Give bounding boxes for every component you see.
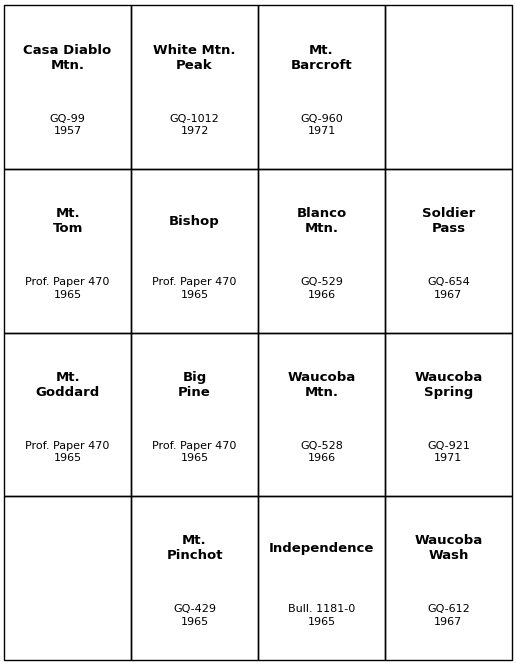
Bar — [131, 5, 258, 169]
Text: GQ-921
1971: GQ-921 1971 — [427, 441, 470, 463]
Bar — [385, 169, 512, 332]
Text: Blanco
Mtn.: Blanco Mtn. — [296, 207, 347, 235]
Bar — [258, 5, 385, 169]
Text: Bishop: Bishop — [169, 215, 220, 227]
Text: Prof. Paper 470
1965: Prof. Paper 470 1965 — [152, 441, 237, 463]
Bar — [4, 332, 131, 496]
Bar — [385, 496, 512, 660]
Text: Bull. 1181-0
1965: Bull. 1181-0 1965 — [288, 604, 355, 626]
Text: White Mtn.
Peak: White Mtn. Peak — [153, 44, 236, 72]
Text: GQ-528
1966: GQ-528 1966 — [300, 441, 343, 463]
Text: Prof. Paper 470
1965: Prof. Paper 470 1965 — [25, 277, 110, 299]
Bar — [258, 169, 385, 332]
Text: Waucoba
Wash: Waucoba Wash — [414, 535, 482, 563]
Text: GQ-654
1967: GQ-654 1967 — [427, 277, 470, 299]
Text: GQ-1012
1972: GQ-1012 1972 — [170, 114, 219, 136]
Text: Big
Pine: Big Pine — [178, 371, 211, 399]
Text: GQ-960
1971: GQ-960 1971 — [300, 114, 343, 136]
Text: Mt.
Pinchot: Mt. Pinchot — [166, 535, 223, 563]
Text: GQ-429
1965: GQ-429 1965 — [173, 604, 216, 626]
Bar — [131, 332, 258, 496]
Text: GQ-529
1966: GQ-529 1966 — [300, 277, 343, 299]
Bar — [4, 169, 131, 332]
Text: GQ-612
1967: GQ-612 1967 — [427, 604, 470, 626]
Bar — [131, 496, 258, 660]
Bar — [385, 5, 512, 169]
Bar — [131, 169, 258, 332]
Text: Mt.
Tom: Mt. Tom — [53, 207, 83, 235]
Text: Mt.
Goddard: Mt. Goddard — [36, 371, 100, 399]
Text: GQ-99
1957: GQ-99 1957 — [50, 114, 86, 136]
Text: Soldier
Pass: Soldier Pass — [422, 207, 475, 235]
Text: Casa Diablo
Mtn.: Casa Diablo Mtn. — [23, 44, 112, 72]
Bar — [4, 496, 131, 660]
Bar — [385, 332, 512, 496]
Text: Prof. Paper 470
1965: Prof. Paper 470 1965 — [25, 441, 110, 463]
Text: Waucoba
Spring: Waucoba Spring — [414, 371, 482, 399]
Text: Prof. Paper 470
1965: Prof. Paper 470 1965 — [152, 277, 237, 299]
Text: Waucoba
Mtn.: Waucoba Mtn. — [287, 371, 356, 399]
Text: Mt.
Barcroft: Mt. Barcroft — [291, 44, 352, 72]
Bar — [258, 496, 385, 660]
Bar — [258, 332, 385, 496]
Text: Independence: Independence — [269, 542, 374, 555]
Bar — [4, 5, 131, 169]
